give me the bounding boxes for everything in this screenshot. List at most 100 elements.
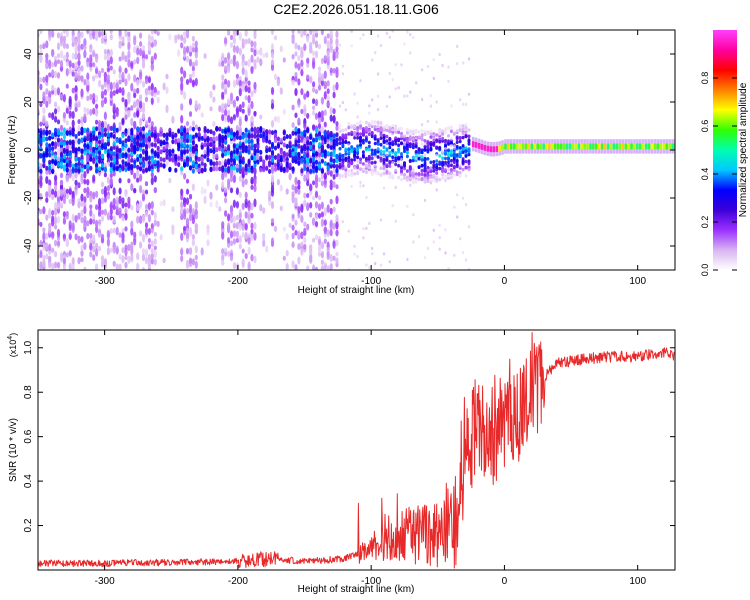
spectrogram-cell	[221, 259, 225, 266]
spectrogram-cell	[77, 201, 81, 209]
spectrogram-cell	[429, 142, 433, 147]
spectrogram-cell	[397, 143, 401, 147]
spectrogram-cell	[124, 109, 128, 117]
spectrogram-cell	[109, 132, 113, 138]
spectrogram-cell	[288, 141, 292, 147]
spectrogram-cell	[382, 125, 386, 129]
spectrogram-cell	[335, 158, 339, 164]
spectrogram-cell	[306, 202, 310, 211]
spectrogram-cell	[86, 144, 90, 149]
spectrogram-cell	[197, 156, 201, 162]
spectrogram-cell	[312, 168, 316, 174]
spectrogram-cell	[244, 38, 248, 45]
spectrogram-cell	[153, 151, 157, 157]
spectrogram-cell	[62, 141, 66, 147]
spectrogram-cell	[209, 136, 213, 142]
spectrogram-cell	[464, 159, 468, 164]
spectrogram-cell	[452, 156, 456, 161]
spectrogram-cell	[262, 52, 266, 59]
spectrogram-cell	[133, 163, 137, 169]
spectrogram-cell	[335, 30, 339, 39]
spectrogram-cell	[112, 157, 116, 163]
spectrogram-cell	[303, 192, 307, 199]
spectrogram-cell	[56, 189, 61, 198]
spectrogram-cell	[209, 129, 213, 135]
spectrogram-cell	[461, 124, 465, 128]
spectrogram-cell	[455, 162, 459, 167]
spectrogram-cell	[86, 178, 90, 186]
spectrogram-cell	[379, 128, 383, 132]
spectrogram-cell	[136, 168, 140, 177]
spectrogram-cell	[294, 130, 298, 136]
spectrogram-cell	[320, 96, 324, 105]
spectrogram-cell	[603, 143, 607, 150]
spectrogram-cell	[203, 137, 207, 143]
spectrogram-cell	[183, 155, 187, 161]
spectrogram-cell	[294, 158, 298, 164]
spectrogram-cell	[112, 165, 116, 171]
spectrogram-cell	[241, 224, 245, 231]
spectrogram-cell	[118, 232, 122, 238]
spectrogram-cell	[221, 91, 225, 99]
spectrogram-cell	[447, 160, 450, 165]
spectrogram-cell	[80, 148, 84, 154]
spectrogram-cell	[74, 179, 78, 186]
spectrogram-cell	[276, 78, 280, 87]
spectrogram-cell	[194, 163, 198, 169]
spectrogram-cell	[314, 159, 319, 165]
spectrogram-cell	[417, 147, 421, 151]
spectrogram-cell	[403, 166, 406, 171]
spectrogram-cell	[294, 200, 298, 207]
spectrogram-cell	[171, 134, 175, 140]
spectrogram-cell	[121, 214, 125, 222]
spectrogram-cell	[71, 119, 75, 128]
spectrogram-cell	[141, 163, 146, 168]
spectrogram-cell	[270, 86, 275, 96]
spectrogram-cell	[229, 175, 234, 183]
spectrogram-cell	[194, 245, 198, 254]
spectrogram-cell	[262, 207, 266, 214]
spectrogram-cell	[153, 231, 157, 237]
spectrogram-cell	[388, 142, 392, 146]
spectrogram-cell	[150, 209, 154, 216]
spectrogram-cell	[147, 116, 151, 124]
spectrogram-cell	[235, 230, 239, 238]
spectrogram-cell	[194, 45, 198, 54]
spectrogram-cell	[256, 148, 260, 154]
spectrogram-cell	[71, 127, 75, 133]
spectrogram-cell	[320, 252, 324, 258]
spectrogram-cell	[417, 150, 421, 155]
spectrogram-cell	[250, 100, 254, 110]
spectrogram-cell	[183, 142, 187, 148]
spectrogram-cell	[89, 208, 93, 217]
spectrogram-cell	[130, 157, 134, 163]
spectrogram-cell	[89, 232, 93, 239]
spectrogram-cell	[168, 144, 172, 151]
spectrogram-cell	[183, 31, 187, 37]
spectrogram-cell	[150, 148, 154, 154]
spectrogram-cell	[459, 237, 462, 241]
spectrogram-cell	[109, 247, 113, 254]
spectrogram-cell	[95, 109, 99, 115]
spectrogram-cell	[118, 79, 122, 85]
spectrogram-cell	[95, 119, 99, 125]
spectrogram-cell	[341, 220, 345, 224]
spectrogram-cell	[133, 92, 137, 99]
spectrogram-cell	[103, 142, 107, 148]
spectrogram-cell	[379, 142, 383, 147]
spectrogram-cell	[432, 160, 436, 164]
spectrogram-cell	[403, 142, 406, 146]
spectrogram-cell	[250, 47, 254, 53]
spectrogram-cell	[323, 137, 327, 143]
spectrogram-cell	[323, 91, 327, 100]
spectrogram-cell	[241, 101, 245, 109]
spectrogram-cell	[373, 150, 377, 155]
spectrogram-cell	[250, 139, 254, 144]
spectrogram-cell	[100, 197, 105, 205]
spectrogram-cell	[54, 116, 58, 123]
spectrogram-cell	[215, 126, 219, 132]
spectrogram-cell	[444, 147, 447, 151]
spectrogram-cell	[83, 127, 87, 133]
spectrogram-cell	[615, 143, 619, 150]
